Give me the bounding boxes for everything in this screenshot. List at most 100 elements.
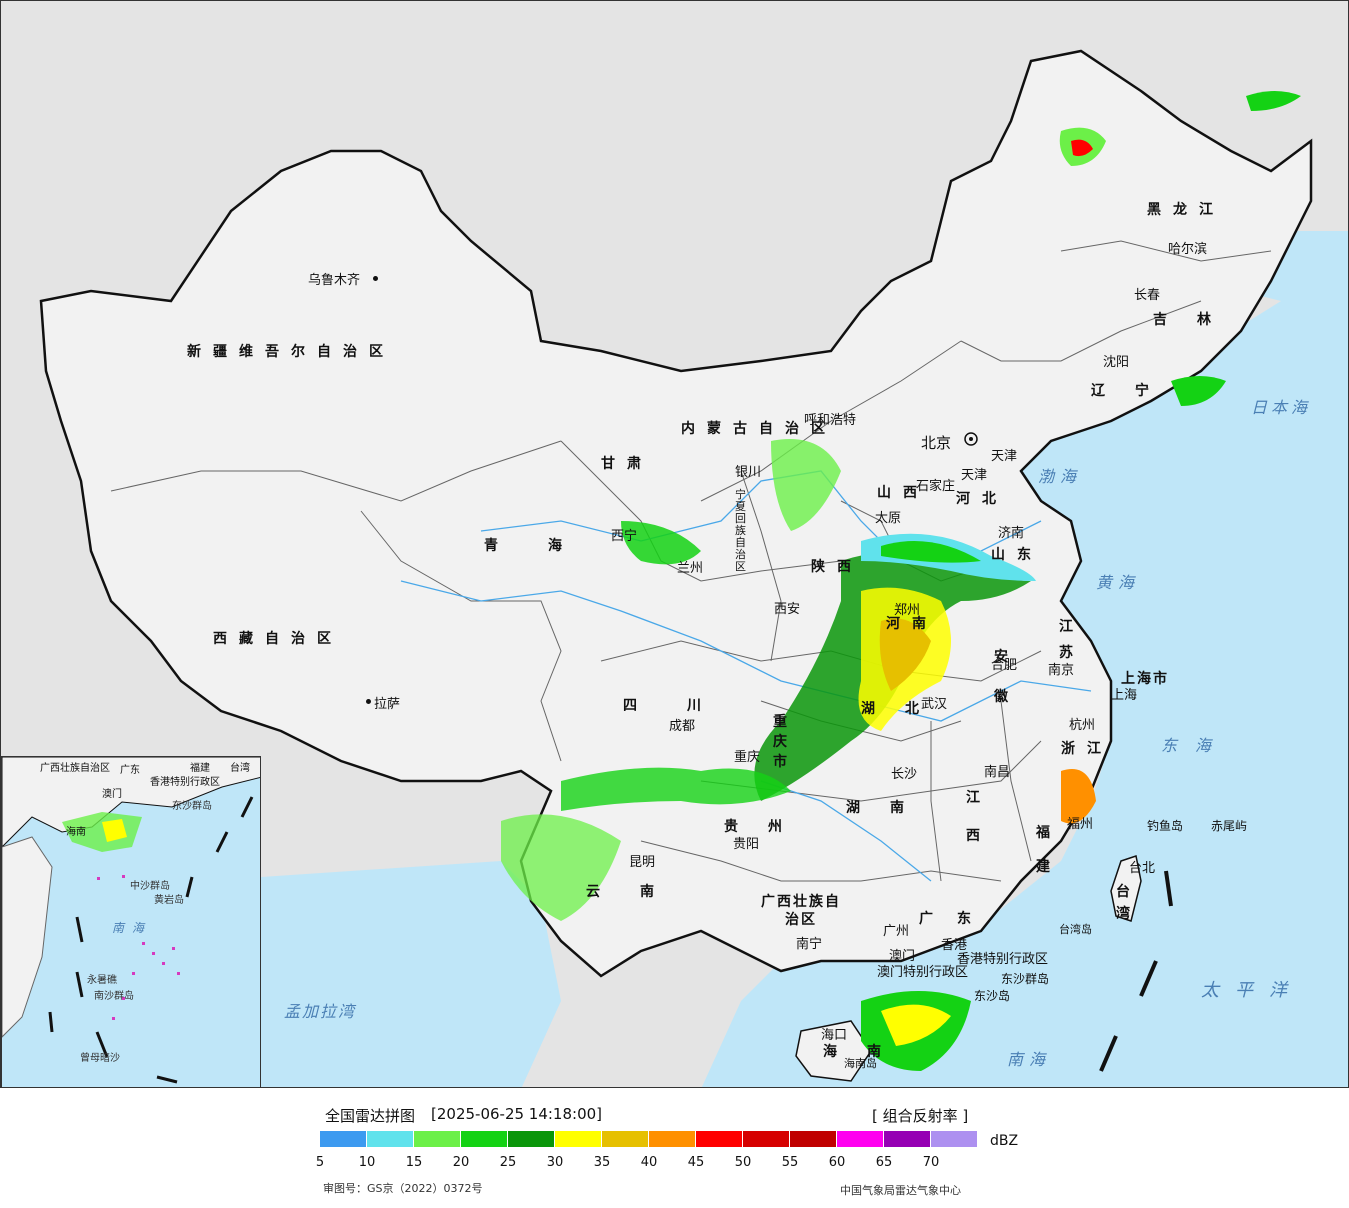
source-credit: 中国气象局雷达气象中心 <box>840 1184 961 1197</box>
taiwan-island <box>1110 855 1142 922</box>
color-swatch-10 <box>367 1131 413 1147</box>
island-label-taiwan-dao: 台湾岛 <box>1059 923 1092 936</box>
province-label-xizang: 西藏自治区 <box>213 631 343 647</box>
scale-tick-label: 30 <box>546 1155 564 1170</box>
province-label-jilin: 吉林 <box>1153 312 1241 328</box>
scale-tick-label: 45 <box>687 1155 705 1170</box>
inset-label-huangyan: 黄岩岛 <box>154 895 184 906</box>
scale-tick-label: 70 <box>922 1155 940 1170</box>
hainan-island <box>795 1020 872 1082</box>
province-label-neimenggu: 内蒙古自治区 <box>681 421 837 437</box>
color-swatch-40 <box>649 1131 695 1147</box>
city-label-harbin: 哈尔滨 <box>1168 242 1208 257</box>
province-label-hubei: 湖北 <box>861 701 949 717</box>
city-marker-icon <box>373 276 378 281</box>
province-label-shanxi: 山西 <box>877 485 929 501</box>
city-label-chengdu: 成都 <box>669 719 696 734</box>
province-label-shandong: 山东 <box>991 547 1043 563</box>
scale-tick-label: 65 <box>875 1155 893 1170</box>
province-label-tianjin: 天津 <box>991 449 1018 464</box>
scale-tick-label: 10 <box>358 1155 376 1170</box>
color-swatch-70 <box>931 1131 977 1147</box>
city-label-hefei: 合肥 <box>991 658 1018 673</box>
island-label-dongsha: 东沙群岛 <box>1001 972 1050 986</box>
city-label-hohhot: 呼和浩特 <box>804 413 857 428</box>
province-label-ningxia: 宁夏回族自治区 <box>735 488 746 573</box>
province-label-hongkong: 香港特别行政区 <box>957 952 1049 967</box>
inset-label-dongsha: 东沙群岛 <box>172 801 212 812</box>
province-label-guangdong: 广东 <box>919 911 995 927</box>
province-label-sichuan: 四川 <box>623 698 751 714</box>
sea-label-donghai: 东海 <box>1161 736 1230 755</box>
province-label-qinghai: 青海 <box>484 538 612 554</box>
province-label-zhejiang: 浙江 <box>1061 741 1113 757</box>
city-label-xining: 西宁 <box>611 529 638 544</box>
china-landmass <box>39 49 1313 978</box>
island-label-hainan-dao: 海南岛 <box>844 1057 877 1070</box>
city-label-taiyuan: 太原 <box>875 511 902 526</box>
city-label-fuzhou: 福州 <box>1067 817 1094 832</box>
province-label-yunnan: 云南 <box>586 884 694 900</box>
city-label-hongkong: 香港 <box>941 938 968 953</box>
color-swatch-55 <box>790 1131 836 1147</box>
city-label-kunming: 昆明 <box>629 855 656 870</box>
city-label-macau: 澳门 <box>889 949 916 964</box>
city-label-shijiazhuang: 石家庄 <box>916 479 956 494</box>
nine-dash-line <box>1099 870 1173 1072</box>
inset-label-guangxi: 广西壮族自治区 <box>40 763 110 774</box>
beijing-capital-icon <box>964 432 978 446</box>
inset-label-macao: 澳门 <box>102 789 122 800</box>
inset-label-hongkong: 香港特别行政区 <box>150 777 220 788</box>
province-label-jiangsu: 江苏 <box>1059 619 1073 661</box>
inset-label-nansha: 南沙群岛 <box>94 991 134 1002</box>
city-marker-icon <box>366 699 371 704</box>
city-label-beijing: 北京 <box>921 434 952 452</box>
map-canvas <box>39 49 1348 1087</box>
city-label-nanning: 南宁 <box>796 937 823 952</box>
scale-tick-label: 50 <box>734 1155 752 1170</box>
sea-label-huanghai: 黄海 <box>1096 573 1141 592</box>
city-label-changchun: 长春 <box>1134 288 1161 303</box>
color-swatch-25 <box>508 1131 554 1147</box>
inset-label-fujian: 福建 <box>190 763 210 774</box>
city-label-chongqing: 重庆 <box>734 750 761 765</box>
province-label-henan: 河南 <box>886 616 938 632</box>
scale-tick-label: 60 <box>828 1155 846 1170</box>
island-label-dongsha-dao: 东沙岛 <box>974 989 1011 1003</box>
inset-canvas <box>2 757 260 1084</box>
city-label-guiyang: 贵阳 <box>733 837 760 852</box>
province-label-heilongjiang: 黑龙江 <box>1147 202 1225 218</box>
bay-of-bengal <box>201 861 561 1087</box>
inset-label-taiwan: 台湾 <box>230 763 250 774</box>
city-label-lanzhou: 兰州 <box>677 561 704 576</box>
scale-tick-label: 5 <box>315 1155 325 1170</box>
color-swatch-35 <box>602 1131 648 1147</box>
approval-number: 审图号：GS京（2022）0372号 <box>323 1182 483 1195</box>
inset-label-yongshu: 永暑礁 <box>87 975 117 986</box>
province-label-anhui: 安徽 <box>994 649 1008 705</box>
province-label-hainan: 海南 <box>823 1044 911 1060</box>
city-label-changsha: 长沙 <box>891 767 918 782</box>
inset-label-zhongsha: 中沙群岛 <box>130 881 170 892</box>
island-label-chiwei: 赤尾屿 <box>1211 819 1248 833</box>
province-label-macao: 澳门特别行政区 <box>877 965 969 980</box>
province-label-fujian: 福建 <box>1036 825 1050 875</box>
city-label-nanjing: 南京 <box>1048 663 1075 678</box>
scale-tick-label: 20 <box>452 1155 470 1170</box>
color-scale <box>320 1131 978 1147</box>
city-label-haikou: 海口 <box>821 1028 848 1043</box>
inset-label-zengmu: 曾母暗沙 <box>80 1053 120 1064</box>
island-label-diaoyu: 钓鱼岛 <box>1147 819 1184 833</box>
province-label-shanghai: 上海市 <box>1121 671 1169 687</box>
province-label-gansu: 甘肃 <box>601 456 653 472</box>
inset-label-hainan: 海南 <box>66 827 86 838</box>
color-swatch-60 <box>837 1131 883 1147</box>
province-label-hunan: 湖南 <box>846 800 934 816</box>
province-label-liaoning: 辽宁 <box>1091 383 1179 399</box>
city-label-jinan: 济南 <box>998 526 1025 541</box>
city-label-hangzhou: 杭州 <box>1069 718 1096 733</box>
color-swatch-65 <box>884 1131 930 1147</box>
scale-tick-label: 40 <box>640 1155 658 1170</box>
color-swatch-30 <box>555 1131 601 1147</box>
city-label-zhengzhou: 郑州 <box>894 603 921 618</box>
